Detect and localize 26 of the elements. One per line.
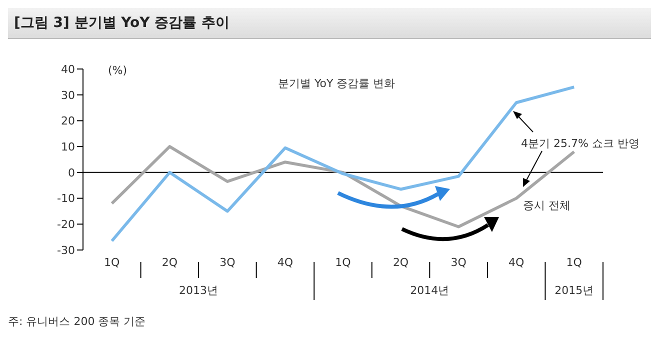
y-tick-label: -10 [57, 192, 75, 206]
text: 2013년 [178, 283, 220, 298]
annotation: 분기별 YoY 증감률 변화 [278, 76, 396, 91]
text: 주: 유니버스 200 종목 기준 [8, 314, 146, 329]
x-tick-label: 1Q [566, 256, 582, 269]
x-tick-label: 3Q [450, 256, 467, 269]
x-tick-label: 4Q [277, 256, 294, 269]
x-tick-label: 1Q [104, 256, 120, 269]
x-tick-label: 1Q [335, 256, 352, 269]
chart-title: [그림 3] 분기별 YoY 증감률 추이 [14, 14, 230, 32]
x-tick-label: 2Q [162, 256, 178, 269]
y-tick-label: 40 [61, 62, 75, 76]
y-tick-label: 10 [61, 140, 75, 154]
y-tick-label: -30 [57, 244, 75, 257]
x-tick-label: 4Q [508, 256, 524, 269]
y-tick-label: 0 [68, 166, 75, 180]
x-tick-label: 3Q [220, 256, 236, 269]
y-tick-label: -20 [57, 218, 75, 232]
text: 2015년 [554, 283, 595, 298]
x-tick-label: 2Q [392, 256, 409, 269]
y-axis-title: (%) [108, 64, 128, 77]
series-label: 증시 전체 [523, 198, 570, 213]
y-tick-label: 30 [61, 88, 75, 102]
y-tick-label: 20 [61, 114, 75, 128]
text: 2014년 [409, 283, 450, 298]
annotation: 4분기 25.7% 쇼크 반영 [521, 136, 640, 151]
